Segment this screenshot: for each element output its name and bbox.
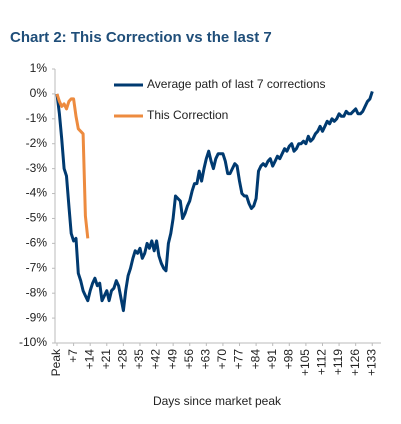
y-tick-label: -8% xyxy=(26,285,48,299)
x-tick-label: +105 xyxy=(298,349,312,376)
y-tick-label: -7% xyxy=(26,260,48,274)
x-tick-label: +98 xyxy=(281,349,295,370)
x-axis-label: Days since market peak xyxy=(153,394,282,408)
y-tick-label: 1% xyxy=(30,61,48,75)
x-tick-label: +7 xyxy=(66,349,80,363)
x-tick-label: +28 xyxy=(116,349,130,370)
x-tick-label: +56 xyxy=(182,349,196,370)
x-tick-label: +49 xyxy=(165,349,179,370)
x-tick-label: +14 xyxy=(82,349,96,370)
y-tick-label: -5% xyxy=(26,211,48,225)
legend-label: This Correction xyxy=(147,108,228,122)
x-tick-label: +84 xyxy=(248,349,262,370)
y-tick-label: 0% xyxy=(30,86,48,100)
chart-title: Chart 2: This Correction vs the last 7 xyxy=(10,29,272,46)
series-line xyxy=(55,93,90,239)
legend-label: Average path of last 7 corrections xyxy=(147,77,326,91)
x-tick-label: +35 xyxy=(132,349,146,370)
x-tick-label: +70 xyxy=(215,349,229,370)
y-tick-label: -1% xyxy=(26,111,48,125)
y-tick-label: -3% xyxy=(26,161,48,175)
y-tick-label: -10% xyxy=(19,335,47,349)
x-tick-label: +77 xyxy=(232,349,246,370)
y-tick-label: -2% xyxy=(26,136,48,150)
x-tick-label: +91 xyxy=(265,349,279,370)
x-tick-label: +126 xyxy=(348,349,362,376)
y-tick-label: -6% xyxy=(26,236,48,250)
x-tick-label: Peak xyxy=(49,348,63,376)
x-tick-label: +119 xyxy=(331,349,345,375)
x-tick-label: +133 xyxy=(364,349,378,376)
x-tick-label: +112 xyxy=(315,349,329,375)
y-tick-label: -9% xyxy=(26,310,48,324)
y-tick-label: -4% xyxy=(26,186,48,200)
series-line xyxy=(55,90,374,313)
x-tick-label: +42 xyxy=(149,349,163,370)
x-tick-label: +63 xyxy=(199,349,213,370)
x-tick-label: +21 xyxy=(99,349,113,370)
